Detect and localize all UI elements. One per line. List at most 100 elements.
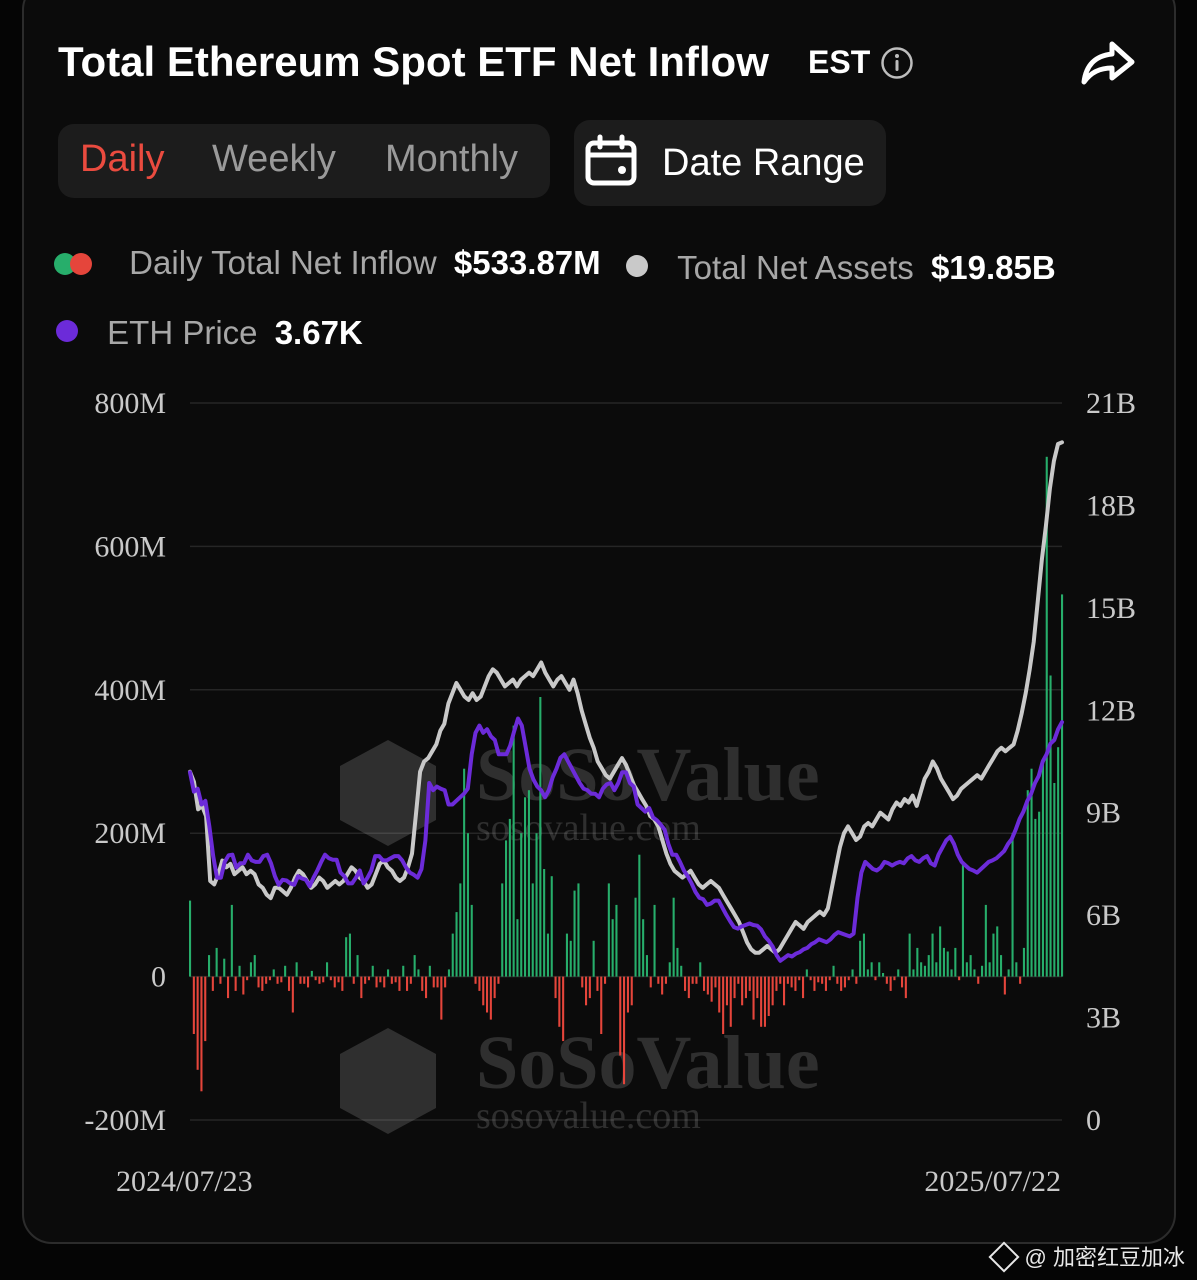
inflow-bar [227,976,230,999]
inflow-bar [878,962,881,977]
info-icon[interactable] [880,46,914,80]
inflow-bar [268,976,271,981]
binance-square-icon [987,1241,1020,1273]
chart-title: Total Ethereum Spot ETF Net Inflow [58,38,769,85]
inflow-bar [691,976,694,984]
timezone-label[interactable]: EST [808,44,871,80]
inflow-bar [744,976,747,999]
inflow-bar [942,947,945,977]
inflow-bar [223,958,226,977]
inflow-bar [832,965,835,977]
inflow-bar [729,976,732,1027]
inflow-bar [508,818,511,977]
inflow-bar [352,976,355,984]
inflow-bar [192,976,195,1034]
inflow-bar [615,904,618,977]
inflow-bar [718,976,721,1013]
inflow-bar [387,969,390,977]
inflow-bar [238,965,241,977]
inflow-bar [904,976,907,999]
inflow-bar [486,976,489,1013]
share-icon[interactable] [1080,38,1136,86]
footer-credit-text: @ 加密红豆加冰 [1024,1245,1185,1270]
inflow-bar [672,897,675,977]
inflow-bar [1011,833,1014,977]
inflow-bar [855,976,858,984]
right-axis-tick: 3B [1086,1002,1121,1035]
left-axis-tick: 800M [94,387,166,420]
inflow-bar [501,883,504,977]
inflow-bar [360,976,363,999]
inflow-bar [649,976,652,988]
inflow-bar [897,969,900,977]
date-range-button[interactable]: Date Range [574,120,886,206]
inflow-bar [242,976,245,995]
inflow-bar [394,976,397,983]
chart-card [22,0,1176,1244]
inflow-bar [527,790,530,977]
inflow-bar [722,976,725,1034]
watermark-brand-top: SoSoValue [476,733,820,817]
inflow-bar [653,904,656,977]
inflow-bar [257,976,260,988]
inflow-bar [444,976,447,988]
inflow-bar [1015,962,1018,977]
inflow-legend-label: Daily Total Net Inflow [129,244,437,281]
inflow-bar [935,962,938,977]
inflow-bar [497,976,500,984]
tab-weekly[interactable]: Weekly [212,138,336,180]
inflow-bar [809,976,812,981]
inflow-bar [741,976,744,1006]
inflow-bar [779,976,782,984]
inflow-bar [988,962,991,977]
right-axis-tick: 0 [1086,1104,1101,1137]
inflow-bar [482,976,485,1006]
inflow-bar [862,933,865,977]
inflow-bar [440,976,443,1020]
tab-daily[interactable]: Daily [80,138,165,180]
inflow-bar [920,962,923,977]
inflow-bar [276,976,279,984]
inflow-bar [706,976,709,995]
inflow-bar [1045,456,1048,977]
inflow-bar [565,933,568,977]
inflow-bar [851,969,854,977]
inflow-bar [1038,811,1041,977]
assets-legend-label: Total Net Assets [677,249,914,286]
inflow-bar [763,976,766,1027]
inflow-bar [939,926,942,977]
inflow-bar [234,976,237,991]
inflow-bar [455,912,458,977]
inflow-bar [299,976,302,984]
inflow-bar [272,969,275,977]
inflow-bar [923,965,926,977]
inflow-bar [1061,594,1064,977]
inflow-bar [619,976,622,1056]
inflow-bar [1057,747,1060,977]
inflow-bar [470,904,473,977]
inflow-bar [337,976,340,983]
inflow-bar [664,976,667,984]
right-axis-tick: 18B [1086,489,1136,522]
inflow-bar [546,933,549,977]
inflow-bar [695,976,698,984]
inflow-bar [489,976,492,1020]
inflow-bar [996,926,999,977]
inflow-bar [398,976,401,991]
assets-legend-value: $19.85B [930,249,1056,286]
inflow-bar [463,768,466,977]
inflow-bar [1026,790,1029,977]
inflow-bar [288,976,291,991]
inflow-bar [687,976,690,999]
inflow-bar [901,976,904,988]
inflow-bar [847,976,850,981]
inflow-bar [1007,969,1010,977]
inflow-bar [318,976,321,984]
inflow-bar [291,976,294,1013]
date-range-label: Date Range [662,142,865,184]
inflow-bar [246,976,249,981]
inflow-bar [756,976,759,999]
tab-monthly[interactable]: Monthly [385,138,519,180]
inflow-bar [520,833,523,977]
